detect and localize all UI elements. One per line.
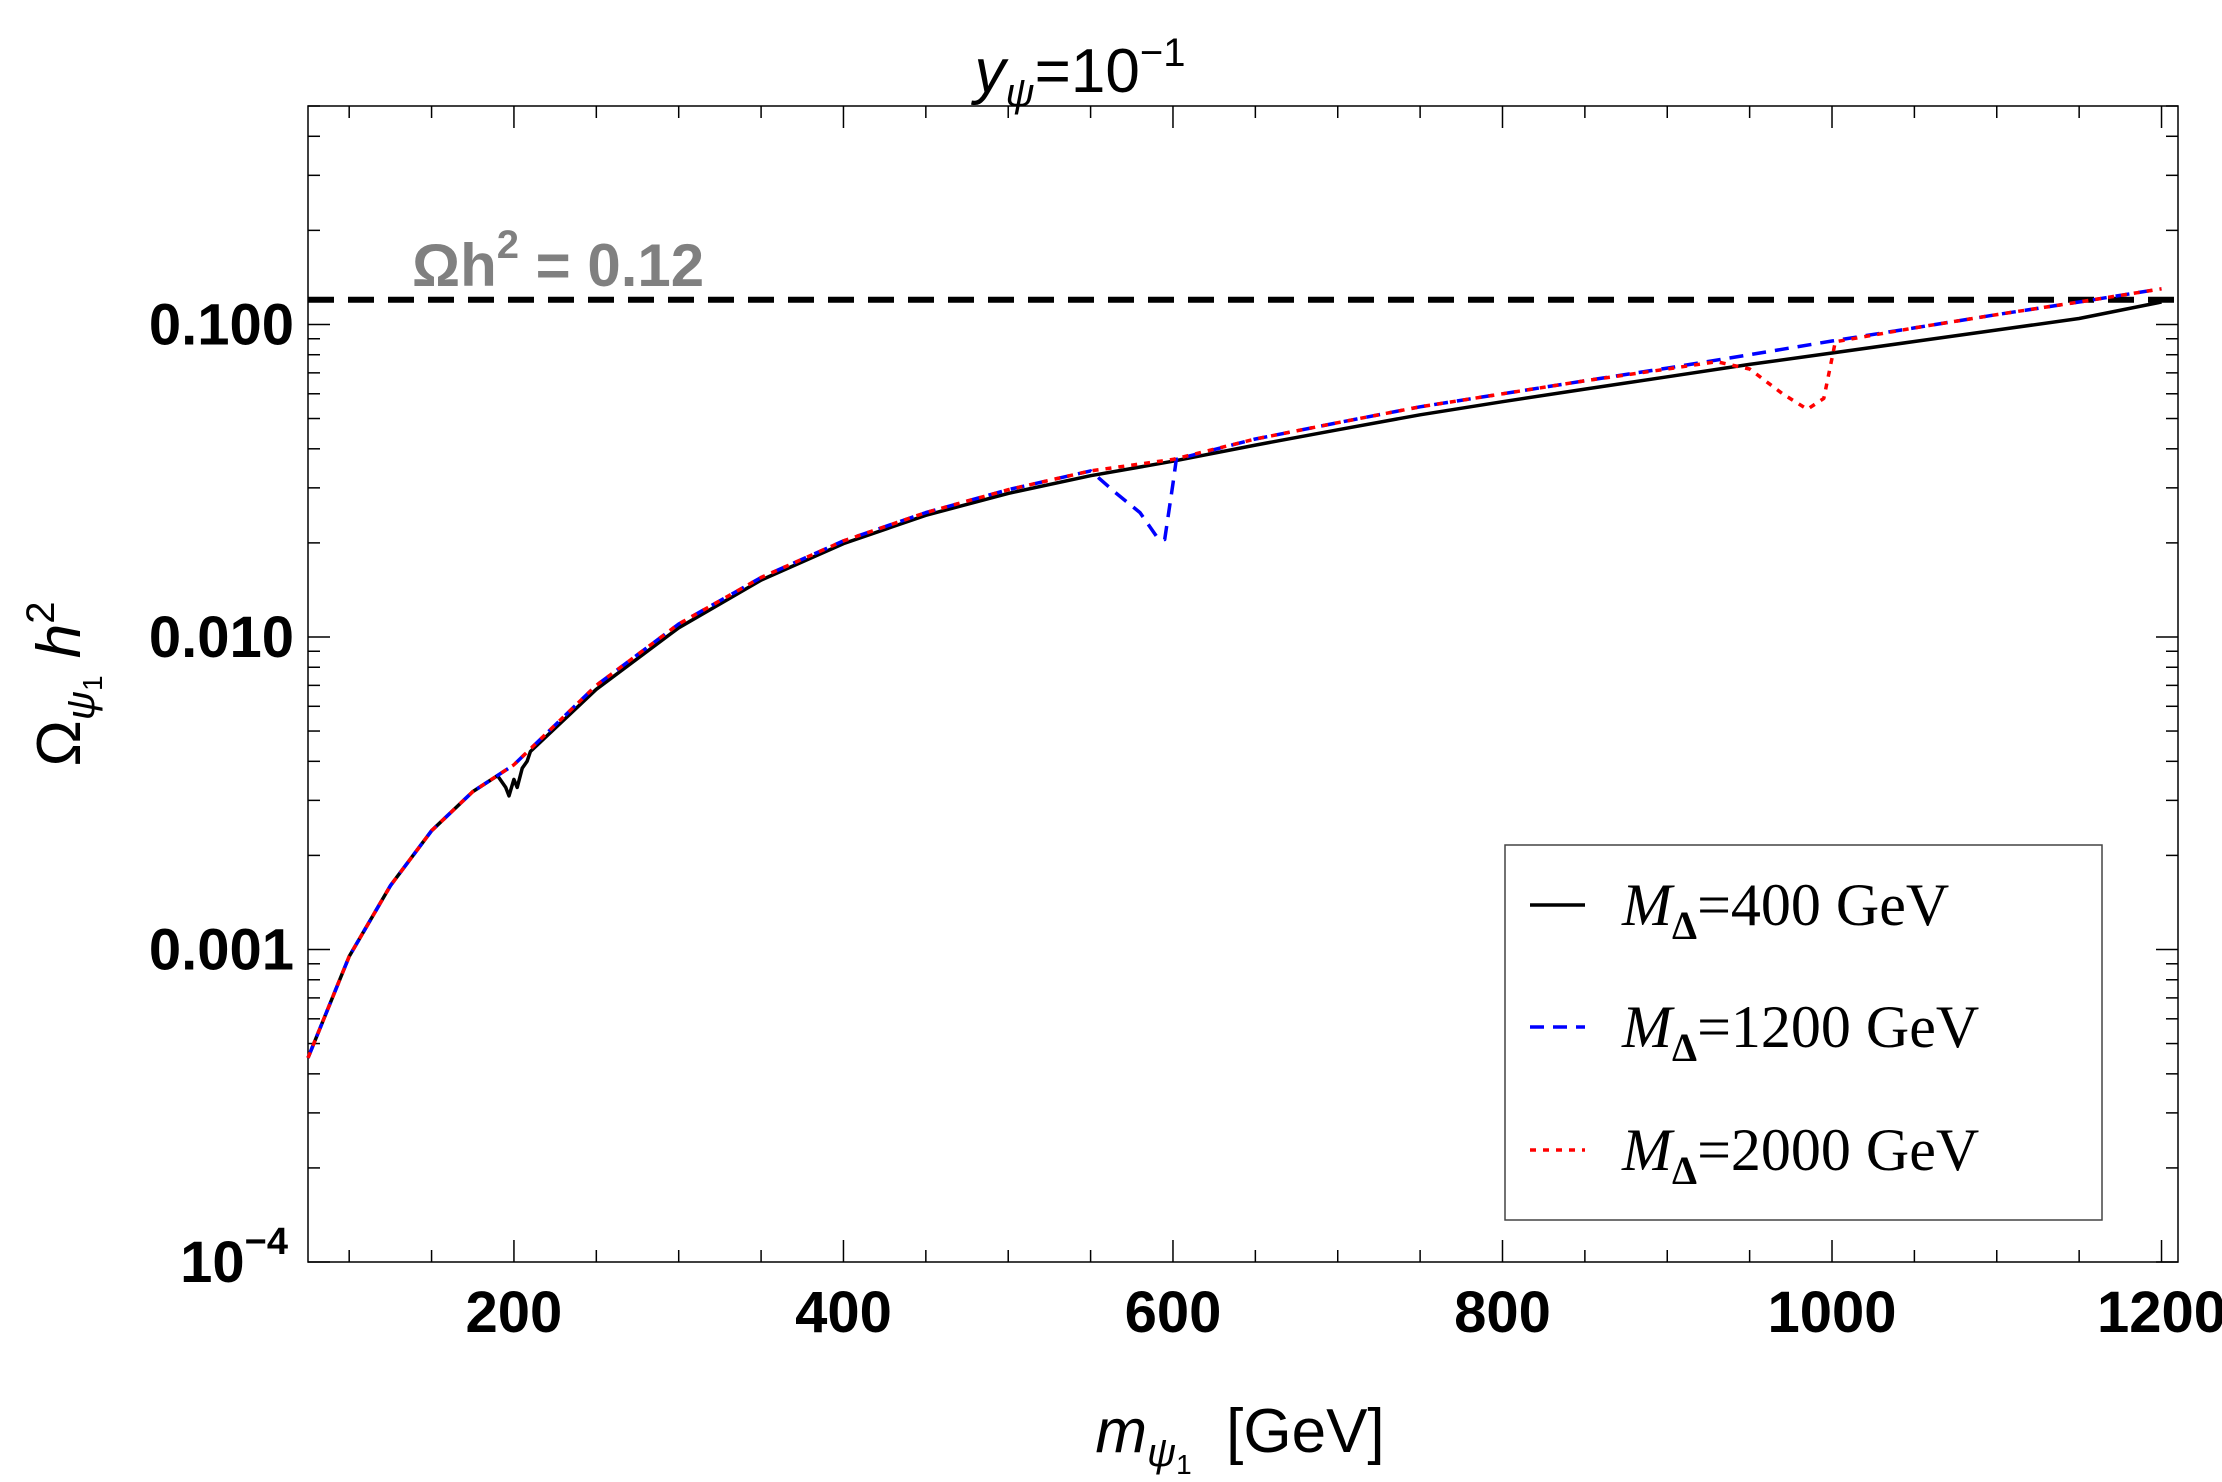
axis-ticks [308,105,2178,1263]
ref-label-sup: 2 [497,223,519,267]
title-eq: =10 [1035,37,1140,106]
series-line-3 [306,287,2162,1059]
tick-labels: 200 400 600 800 1000 1200 10−4 0.001 0.010 0.100 [149,292,2222,1345]
legend-label-2: MΔ=1200 GeV [1621,994,1979,1070]
y-tick-label: 0.100 [149,292,294,357]
ylabel-sup: 2 [19,601,63,623]
y-axis-title: Ωψ1 h2 [19,601,108,766]
title-sub: ψ [1006,71,1035,115]
title-sup: −1 [1140,31,1186,75]
legend-label-1: MΔ=400 GeV [1621,872,1949,948]
x-axis-title: mψ1 [GeV] [1095,1397,1384,1480]
plot-frame [307,105,2179,1263]
ylabel-subsub: 1 [77,675,108,691]
legend: MΔ=400 GeV MΔ=1200 GeV MΔ=2000 GeV [1504,844,2103,1221]
ylabel-mid: h [25,624,94,676]
series-group [306,287,2162,1059]
series-line-1 [306,300,2162,1059]
ylabel-base: Ω [25,720,94,766]
x-tick-label: 1200 [2097,1280,2222,1345]
chart-title: yψ=10−1 [971,31,1186,115]
x-tick-label: 400 [795,1280,892,1345]
ylabel-sub: ψ [59,691,103,720]
title-base: y [971,37,1010,106]
x-tick-label: 1000 [1767,1280,1896,1345]
legend-label-3: MΔ=2000 GeV [1621,1117,1979,1193]
y-tick-label: 0.001 [149,917,294,982]
xlabel-base: m [1095,1397,1147,1466]
xlabel-sub: ψ [1147,1431,1176,1475]
x-tick-label: 600 [1125,1280,1222,1345]
y-tick-label: 10−4 [180,1221,288,1295]
xlabel-subsub: 1 [1176,1449,1192,1480]
reference-line-label: Ωh2 = 0.12 [412,223,704,299]
x-tick-label: 800 [1454,1280,1551,1345]
ref-label-main: Ωh [412,232,497,299]
y-tick-label: 0.010 [149,605,294,670]
x-tick-label: 200 [466,1280,563,1345]
ref-label-rest: = 0.12 [519,232,704,299]
xlabel-unit: [GeV] [1192,1397,1385,1466]
legend-box [1504,844,2103,1221]
